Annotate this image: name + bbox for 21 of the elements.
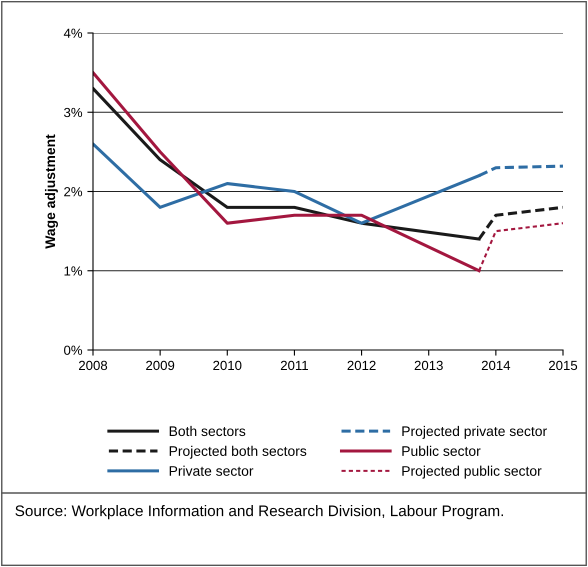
y-tick-label: 0% [64, 346, 82, 355]
x-tick-label: 2012 [348, 360, 376, 370]
legend-label: Projected private sector [402, 426, 547, 439]
x-tick-label: 2010 [213, 360, 242, 370]
y-tick-label: 4% [64, 28, 82, 38]
y-axis-title: Wage adjustment [44, 134, 58, 249]
legend-label: Public sector [402, 446, 481, 456]
y-tick-label: 2% [64, 187, 82, 196]
x-tick-label: 2014 [482, 360, 510, 370]
source-note: Source: Workplace Information and Research Division, Labour Program. [15, 505, 503, 520]
y-tick-label: 3% [64, 108, 82, 118]
y-tick-label: 1% [64, 266, 82, 276]
legend-label: Projected public sector [402, 466, 542, 479]
legend-label: Private sector [170, 466, 254, 476]
x-tick-label: 2011 [280, 360, 308, 370]
x-tick-label: 2015 [548, 360, 578, 370]
legend-label: Both sectors [170, 426, 246, 436]
x-tick-label: 2013 [414, 360, 443, 370]
x-tick-label: 2009 [146, 360, 174, 370]
legend-label: Projected both sectors [170, 446, 306, 459]
x-tick-label: 2008 [78, 360, 108, 370]
